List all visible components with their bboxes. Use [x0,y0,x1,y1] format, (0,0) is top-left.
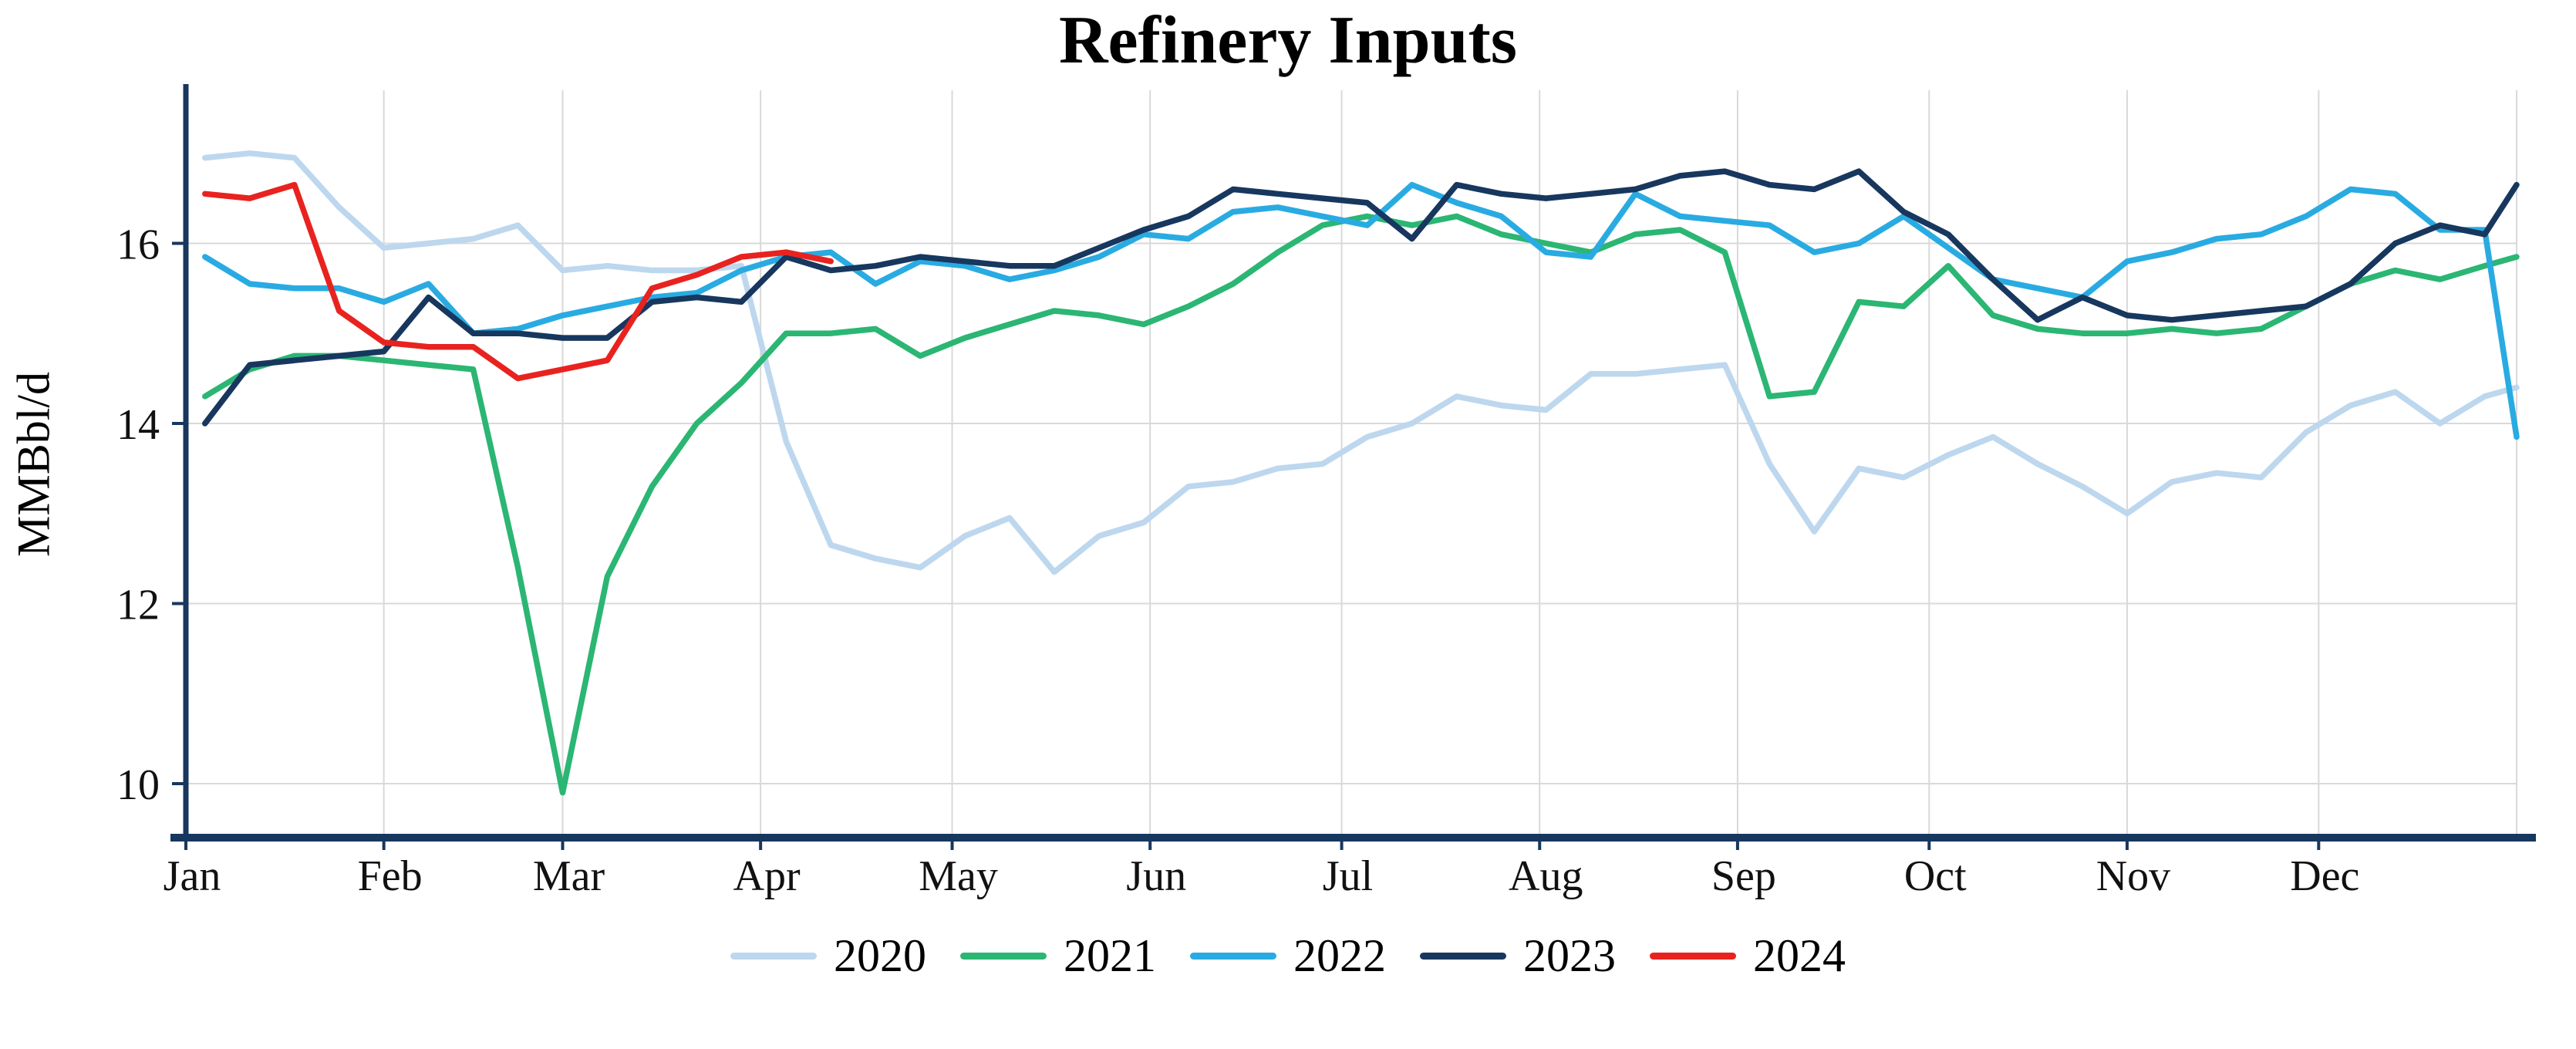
legend-swatch-2023 [1420,953,1506,960]
legend-item-2023: 2023 [1420,929,1616,983]
x-tick-label: Aug [1509,852,1583,900]
x-tick-label: Apr [733,852,801,900]
legend-item-2022: 2022 [1190,929,1386,983]
x-tick-label: Jul [1323,852,1373,900]
legend-item-2024: 2024 [1650,929,1846,983]
x-tick-label: Oct [1904,852,1967,900]
x-tick-label: May [919,852,998,900]
legend-label-2021: 2021 [1064,930,1156,981]
chart-title: Refinery Inputs [1058,3,1518,78]
x-tick-label: Feb [358,852,423,900]
x-tick-label: Mar [533,852,605,900]
x-tick-label: Nov [2096,852,2170,900]
x-tick-label: Jan [164,852,221,900]
legend-label-2024: 2024 [1753,930,1846,981]
legend-item-2021: 2021 [960,929,1156,983]
line-2023 [202,168,2520,427]
x-tick-label: Dec [2290,852,2359,900]
legend-label-2023: 2023 [1523,930,1616,981]
x-tick-label: Jun [1126,852,1186,900]
y-tick-label: 16 [116,221,160,268]
line-2020 [202,150,2520,575]
legend-swatch-2024 [1650,953,1736,960]
legend-swatch-2022 [1190,953,1276,960]
y-tick-label: 12 [116,581,160,629]
legend-label-2022: 2022 [1293,930,1386,981]
legend-item-2020: 2020 [730,929,926,983]
line-2022 [202,181,2520,440]
legend-swatch-2021 [960,953,1047,960]
line-2024 [202,181,834,382]
legend: 2020 2021 2022 2023 2024 [0,929,2576,983]
legend-swatch-2020 [730,953,817,960]
legend-label-2020: 2020 [834,930,926,981]
x-tick-label: Sep [1711,852,1776,900]
y-tick-label: 14 [116,401,160,449]
line-2021 [202,213,2520,796]
y-tick-label: 10 [116,761,160,809]
